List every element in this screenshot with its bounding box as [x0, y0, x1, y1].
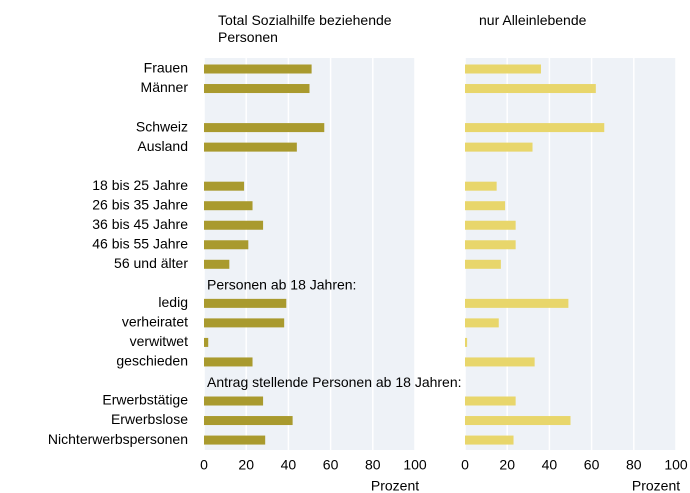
bar [204, 201, 253, 211]
category-label: Nichterwerbspersonen [48, 431, 188, 447]
bar [204, 123, 325, 133]
category-label: verheiratet [122, 314, 188, 330]
x-tick-label: 40 [281, 457, 297, 473]
x-tick-label: 0 [461, 457, 469, 473]
bar [465, 357, 535, 367]
bar [204, 318, 285, 328]
bar [204, 64, 312, 74]
x-tick-label: 80 [365, 457, 381, 473]
section-label: Personen ab 18 Jahren: [207, 277, 356, 293]
bar [204, 259, 230, 269]
plot-background [204, 58, 415, 450]
x-axis-label: Prozent [632, 478, 680, 493]
x-tick-label: 40 [542, 457, 558, 473]
bar [204, 357, 253, 367]
panel-title: nur Alleinlebende [479, 12, 587, 28]
bar [204, 240, 249, 250]
bar [465, 240, 516, 250]
category-label: Erwerbslose [111, 411, 188, 427]
bar [204, 396, 264, 406]
bar [204, 142, 297, 152]
bar [465, 318, 499, 328]
plot-background [465, 58, 676, 450]
bar [465, 435, 514, 445]
bar [465, 259, 501, 269]
bar [465, 64, 541, 74]
category-label: 46 bis 55 Jahre [92, 235, 188, 251]
x-tick-label: 0 [200, 457, 208, 473]
bar [204, 298, 287, 308]
bar [465, 181, 497, 191]
section-label: Antrag stellende Personen ab 18 Jahren: [207, 374, 462, 390]
bar [204, 435, 266, 445]
x-tick-label: 20 [499, 457, 515, 473]
bar [465, 142, 533, 152]
bar [204, 181, 245, 191]
category-label: geschieden [116, 353, 188, 369]
category-label: 26 bis 35 Jahre [92, 196, 188, 212]
category-label: 36 bis 45 Jahre [92, 216, 188, 232]
x-tick-label: 100 [664, 457, 688, 473]
category-label: verwitwet [130, 333, 188, 349]
bar [204, 337, 209, 347]
category-label: 18 bis 25 Jahre [92, 177, 188, 193]
bar [465, 123, 605, 133]
bar [465, 201, 506, 211]
bar [465, 337, 468, 347]
bar [465, 298, 569, 308]
bar [465, 416, 571, 426]
bar [465, 84, 596, 94]
x-tick-label: 80 [626, 457, 642, 473]
bar [465, 220, 516, 230]
category-label: Männer [141, 79, 189, 95]
x-tick-label: 100 [403, 457, 427, 473]
category-label: 56 und älter [114, 255, 188, 271]
bar [204, 220, 264, 230]
x-tick-label: 60 [323, 457, 339, 473]
category-label: Ausland [137, 138, 188, 154]
category-label: Schweiz [136, 118, 188, 134]
bar [465, 396, 516, 406]
x-tick-label: 20 [238, 457, 254, 473]
x-tick-label: 60 [584, 457, 600, 473]
x-axis-label: Prozent [371, 478, 419, 493]
panel-title: Total Sozialhilfe beziehende Personen [218, 12, 392, 45]
category-label: Erwerbstätige [102, 392, 188, 408]
bar [204, 84, 310, 94]
bar [204, 416, 293, 426]
category-label: ledig [158, 294, 188, 310]
category-label: Frauen [144, 60, 188, 76]
